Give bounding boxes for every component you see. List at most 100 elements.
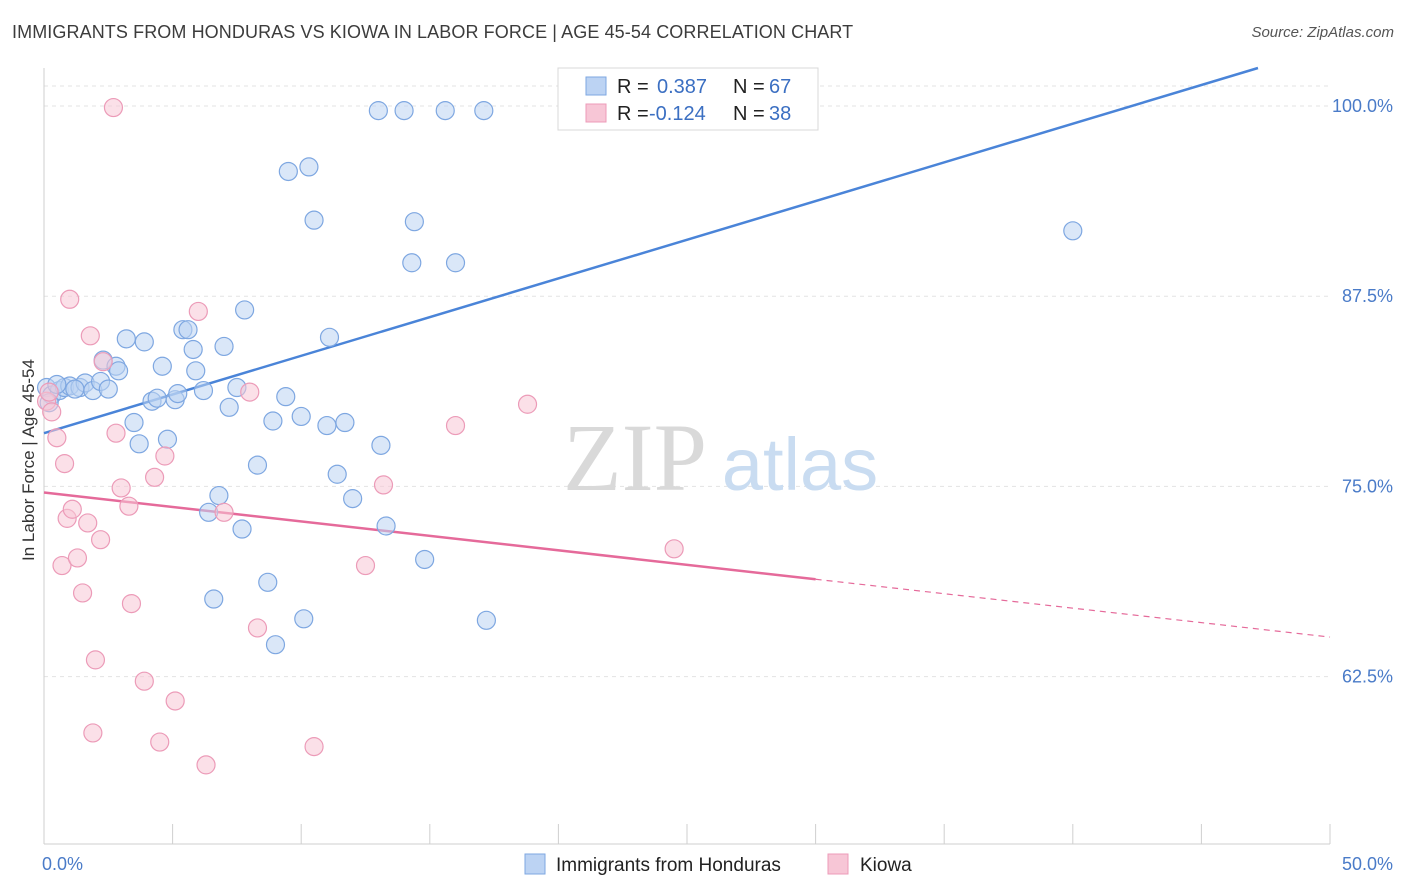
kiowa-point-32 (355, 555, 376, 576)
honduras-point-46 (319, 327, 340, 347)
kiowa-point-19 (119, 496, 139, 516)
x-tick-label-1: 50.0% (1342, 854, 1393, 874)
legend-n-value-1: 67 (769, 76, 791, 98)
honduras-point-38 (265, 635, 286, 655)
honduras-point-25 (186, 361, 206, 381)
kiowa-point-29 (240, 382, 260, 402)
legend-r-label-1: R = (617, 76, 649, 98)
honduras-point-54 (402, 253, 422, 273)
kiowa-point-18 (111, 478, 131, 498)
y-tick-label-3: 100.0% (1332, 96, 1393, 116)
bottom-legend-swatch-blue (524, 853, 546, 875)
honduras-point-14 (129, 434, 149, 454)
honduras-point-47 (327, 464, 347, 484)
honduras-point-49 (343, 489, 363, 509)
honduras-point-15 (134, 332, 154, 352)
y-tick-label-1: 75.0% (1342, 476, 1393, 496)
honduras-point-13 (124, 412, 144, 433)
axes (43, 68, 1331, 845)
legend-swatch-pink (585, 103, 607, 123)
bottom-legend-label-honduras: Immigrants from Honduras (556, 855, 781, 876)
kiowa-point-22 (144, 467, 165, 487)
kiowa-point-5 (54, 454, 75, 474)
honduras-point-63 (65, 379, 85, 399)
y-tick-label-0: 62.5% (1342, 667, 1393, 687)
legend-swatch-blue (585, 76, 607, 96)
kiowa-point-7 (60, 289, 80, 309)
honduras-point-18 (152, 356, 172, 376)
kiowa-point-4 (52, 555, 72, 576)
trendline-0 (43, 66, 1259, 435)
honduras-point-52 (376, 516, 396, 536)
y-tick-labels: 62.5% 75.0% 87.5% 100.0% (1332, 96, 1393, 687)
x-tick-labels: 0.0% 50.0% (42, 854, 1393, 874)
kiowa-point-31 (304, 737, 324, 757)
trendlines (43, 66, 1331, 638)
kiowa-point-24 (155, 446, 175, 466)
chart-title: IMMIGRANTS FROM HONDURAS VS KIOWA IN LAB… (12, 22, 854, 42)
kiowa-point-11 (78, 513, 98, 533)
honduras-point-26 (193, 380, 214, 401)
honduras-point-24 (183, 339, 203, 360)
honduras-point-29 (209, 485, 229, 506)
kiowa-point-35 (517, 394, 538, 414)
honduras-point-64 (98, 379, 118, 399)
kiowa-point-25 (165, 691, 185, 711)
y-tick-label-2: 87.5% (1342, 286, 1393, 306)
kiowa-point-1 (39, 382, 59, 402)
honduras-point-19 (157, 429, 178, 449)
y-axis-label: In Labor Force | Age 45-54 (19, 359, 38, 561)
legend-box: R = 0.387 N = 67 R = -0.124 N = 38 (557, 67, 819, 131)
honduras-point-61 (1063, 221, 1083, 241)
trendline-1-solid (43, 491, 816, 581)
kiowa-point-30 (247, 618, 268, 638)
legend-r-value-1: 0.387 (657, 76, 707, 98)
honduras-point-56 (415, 549, 435, 570)
legend-r-label-2: R = (617, 103, 649, 125)
legend-n-value-2: 38 (769, 103, 791, 125)
legend-n-label-1: N = (733, 76, 765, 98)
x-tick-label-0: 0.0% (42, 854, 83, 874)
honduras-point-58 (474, 101, 494, 121)
honduras-point-44 (304, 210, 324, 230)
honduras-point-43 (299, 157, 319, 177)
bottom-legend: Immigrants from Honduras Kiowa (524, 853, 912, 876)
legend-r-value-2: -0.124 (649, 103, 706, 125)
bottom-legend-label-kiowa: Kiowa (860, 855, 912, 876)
kiowa-point-15 (90, 530, 111, 550)
watermark-atlas: atlas (722, 423, 878, 506)
honduras-point-55 (404, 212, 424, 232)
honduras-point-40 (278, 161, 298, 182)
trendline-1-dashed (815, 578, 1331, 638)
honduras-point-34 (235, 300, 255, 320)
honduras-point-17 (147, 388, 167, 408)
honduras-point-39 (276, 387, 296, 407)
data-points (36, 97, 1083, 775)
honduras-point-21 (168, 384, 188, 404)
kiowa-point-23 (150, 732, 170, 752)
kiowa-point-16 (93, 352, 113, 372)
honduras-point-30 (214, 336, 234, 357)
kiowa-point-27 (196, 755, 216, 775)
kiowa-point-2 (42, 402, 62, 422)
honduras-point-36 (258, 572, 278, 592)
kiowa-point-9 (67, 548, 88, 568)
kiowa-point-14 (85, 650, 106, 670)
watermark-zip: ZIP (563, 404, 707, 511)
watermark: ZIP atlas (563, 404, 878, 511)
honduras-point-50 (368, 101, 388, 121)
kiowa-point-3 (47, 428, 67, 448)
kiowa-point-8 (62, 499, 82, 519)
kiowa-point-33 (373, 475, 394, 495)
honduras-point-12 (116, 329, 136, 349)
honduras-point-23 (178, 320, 198, 340)
kiowa-point-13 (83, 723, 103, 743)
honduras-point-45 (317, 415, 337, 436)
honduras-point-28 (204, 589, 224, 609)
kiowa-point-36 (664, 539, 684, 559)
kiowa-point-34 (445, 415, 466, 436)
honduras-point-48 (335, 412, 355, 433)
kiowa-point-37 (103, 97, 124, 118)
legend-n-label-2: N = (733, 103, 765, 125)
